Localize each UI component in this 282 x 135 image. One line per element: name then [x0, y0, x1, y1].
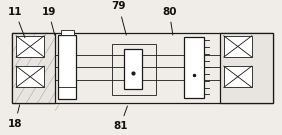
Text: 18: 18	[8, 105, 22, 129]
Bar	[112, 44, 157, 95]
Text: 81: 81	[113, 106, 127, 131]
Bar	[124, 49, 142, 89]
Text: 79: 79	[112, 1, 126, 35]
Bar	[16, 66, 44, 87]
Bar	[16, 36, 44, 57]
Bar	[184, 37, 204, 98]
Bar	[12, 33, 273, 103]
Bar	[220, 33, 273, 103]
Bar	[61, 30, 74, 35]
Text: 80: 80	[162, 7, 177, 35]
Text: 19: 19	[41, 7, 56, 35]
Bar	[224, 66, 252, 87]
Bar	[12, 33, 56, 103]
Text: 11: 11	[8, 7, 25, 38]
Bar	[224, 36, 252, 57]
Bar	[58, 35, 76, 99]
